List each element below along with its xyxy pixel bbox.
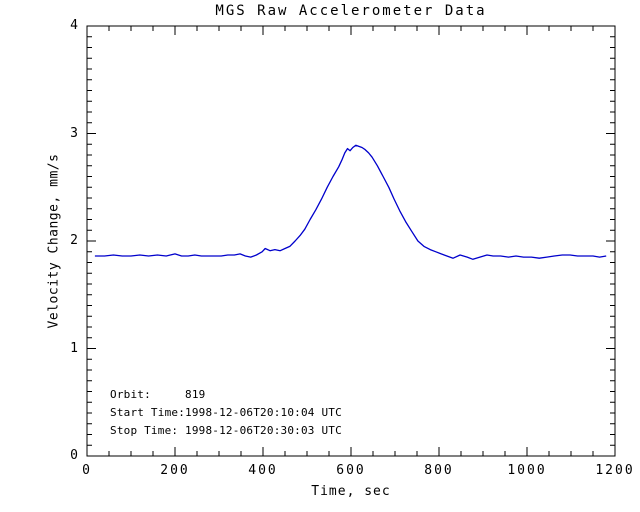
start-time-row: Start Time: 1998-12-06T20:10:04 UTC [110, 404, 342, 422]
x-tick-label: 200 [160, 463, 190, 478]
y-tick-label: 1 [70, 340, 78, 356]
orbit-row: Orbit: 819 [110, 386, 342, 404]
x-tick-label: 0 [82, 463, 92, 478]
stop-time-value: 1998-12-06T20:30:03 UTC [185, 424, 342, 437]
x-tick-label: 1200 [595, 463, 635, 478]
y-tick-label: 3 [70, 125, 78, 141]
orbit-value: 819 [185, 388, 206, 401]
axes-frame [86, 25, 616, 457]
y-tick-label: 2 [70, 233, 78, 248]
stop-time-row: Stop Time: 1998-12-06T20:30:03 UTC [110, 422, 342, 440]
x-tick-label: 600 [336, 463, 366, 478]
x-tick-label: 1000 [507, 463, 547, 478]
stop-time-label: Stop Time: [110, 424, 179, 437]
y-tick-label: 4 [70, 18, 78, 33]
x-tick-label: 800 [424, 463, 454, 478]
x-axis-label: Time, sec [311, 484, 391, 499]
start-time-label: Start Time: [110, 406, 186, 419]
start-time-value: 1998-12-06T20:10:04 UTC [185, 406, 342, 419]
annotation-block: Orbit: 819 Start Time: 1998-12-06T20:10:… [110, 386, 342, 440]
data-line [94, 144, 607, 260]
x-tick-label: 400 [248, 463, 278, 478]
chart-title: MGS Raw Accelerometer Data [215, 3, 487, 19]
orbit-label: Orbit: [110, 388, 151, 401]
y-tick-label: 0 [70, 448, 78, 463]
